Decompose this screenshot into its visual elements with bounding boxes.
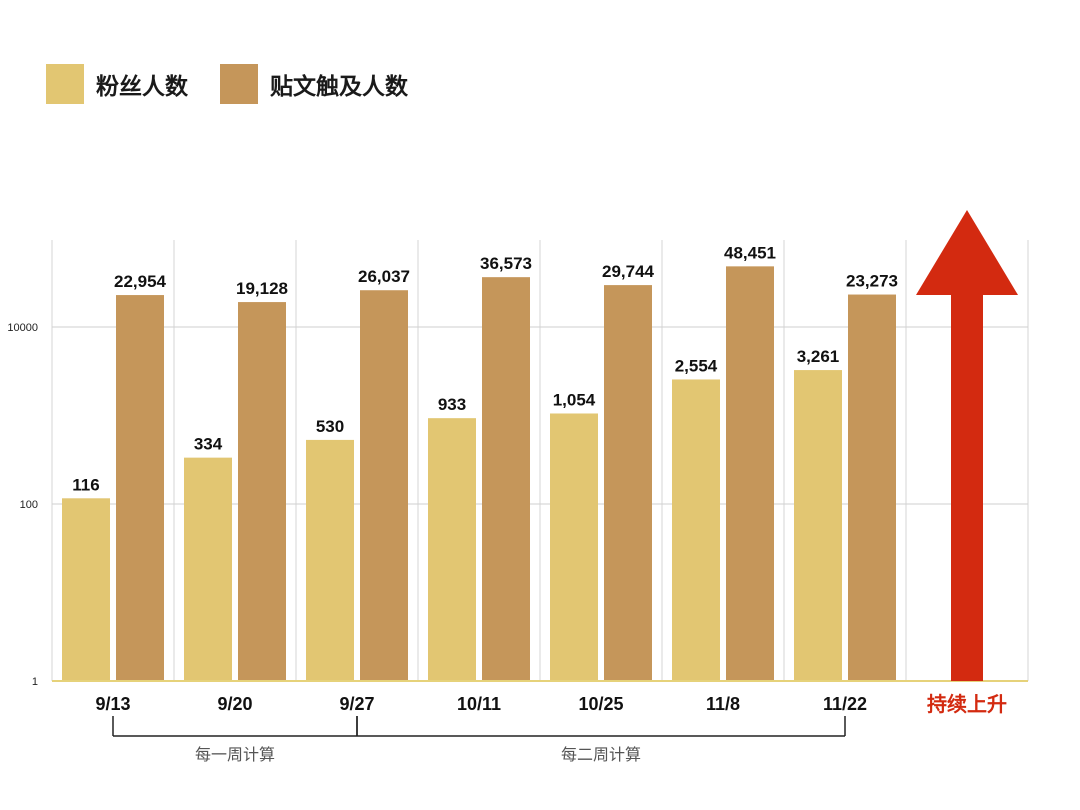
bar-label-fans: 530: [316, 417, 344, 436]
bar-fans: [184, 457, 232, 681]
bar-label-fans: 116: [72, 475, 99, 494]
legend-label-fans: 粉丝人数: [96, 74, 188, 100]
period-label: 每一周计算: [195, 745, 275, 764]
bar-fans: [550, 413, 598, 681]
x-tick-label: 9/13: [95, 694, 130, 714]
legend: 粉丝人数 贴文触及人数: [46, 64, 440, 104]
trend-arrow-head: [916, 210, 1018, 295]
y-tick-label: 10000: [7, 322, 38, 334]
bar-reach: [360, 290, 408, 681]
bar-label-fans: 933: [438, 395, 466, 414]
bar-label-fans: 1,054: [553, 390, 596, 409]
bar-reach: [726, 266, 774, 681]
bar-fans: [428, 418, 476, 681]
bar-reach: [848, 294, 896, 681]
bar-label-fans: 334: [194, 435, 223, 454]
bar-reach: [604, 285, 652, 681]
legend-swatch-reach: [220, 64, 258, 104]
x-tick-label: 10/11: [457, 694, 501, 714]
x-tick-label: 10/25: [578, 694, 623, 714]
x-tick-label: 9/20: [217, 694, 252, 714]
legend-swatch-fans: [46, 64, 84, 104]
bar-reach: [116, 295, 164, 681]
bar-label-reach: 26,037: [358, 267, 410, 286]
y-tick-label: 1: [32, 676, 38, 688]
bar-label-reach: 29,744: [602, 262, 655, 281]
bar-label-reach: 22,954: [114, 272, 167, 291]
legend-label-reach: 贴文触及人数: [270, 74, 408, 100]
bar-fans: [306, 439, 354, 681]
legend-item-fans: 粉丝人数: [46, 64, 188, 104]
bar-label-fans: 3,261: [797, 347, 840, 366]
trend-label: 持续上升: [927, 692, 1007, 716]
trend-arrow-shaft: [951, 292, 983, 681]
x-tick-label: 11/22: [823, 694, 867, 714]
bar-fans: [62, 498, 110, 681]
y-tick-label: 100: [20, 499, 38, 511]
period-label: 每二周计算: [561, 745, 641, 764]
x-tick-label: 9/27: [339, 694, 374, 714]
bar-fans: [794, 370, 842, 681]
legend-item-reach: 贴文触及人数: [220, 64, 408, 104]
bar-label-reach: 48,451: [724, 243, 776, 262]
bar-fans: [672, 379, 720, 681]
bar-label-reach: 19,128: [236, 279, 288, 298]
bar-reach: [482, 277, 530, 681]
bar-reach: [238, 302, 286, 681]
bar-label-reach: 23,273: [846, 272, 898, 291]
bar-label-fans: 2,554: [675, 356, 718, 375]
bar-label-reach: 36,573: [480, 254, 532, 273]
x-tick-label: 11/8: [706, 694, 740, 714]
